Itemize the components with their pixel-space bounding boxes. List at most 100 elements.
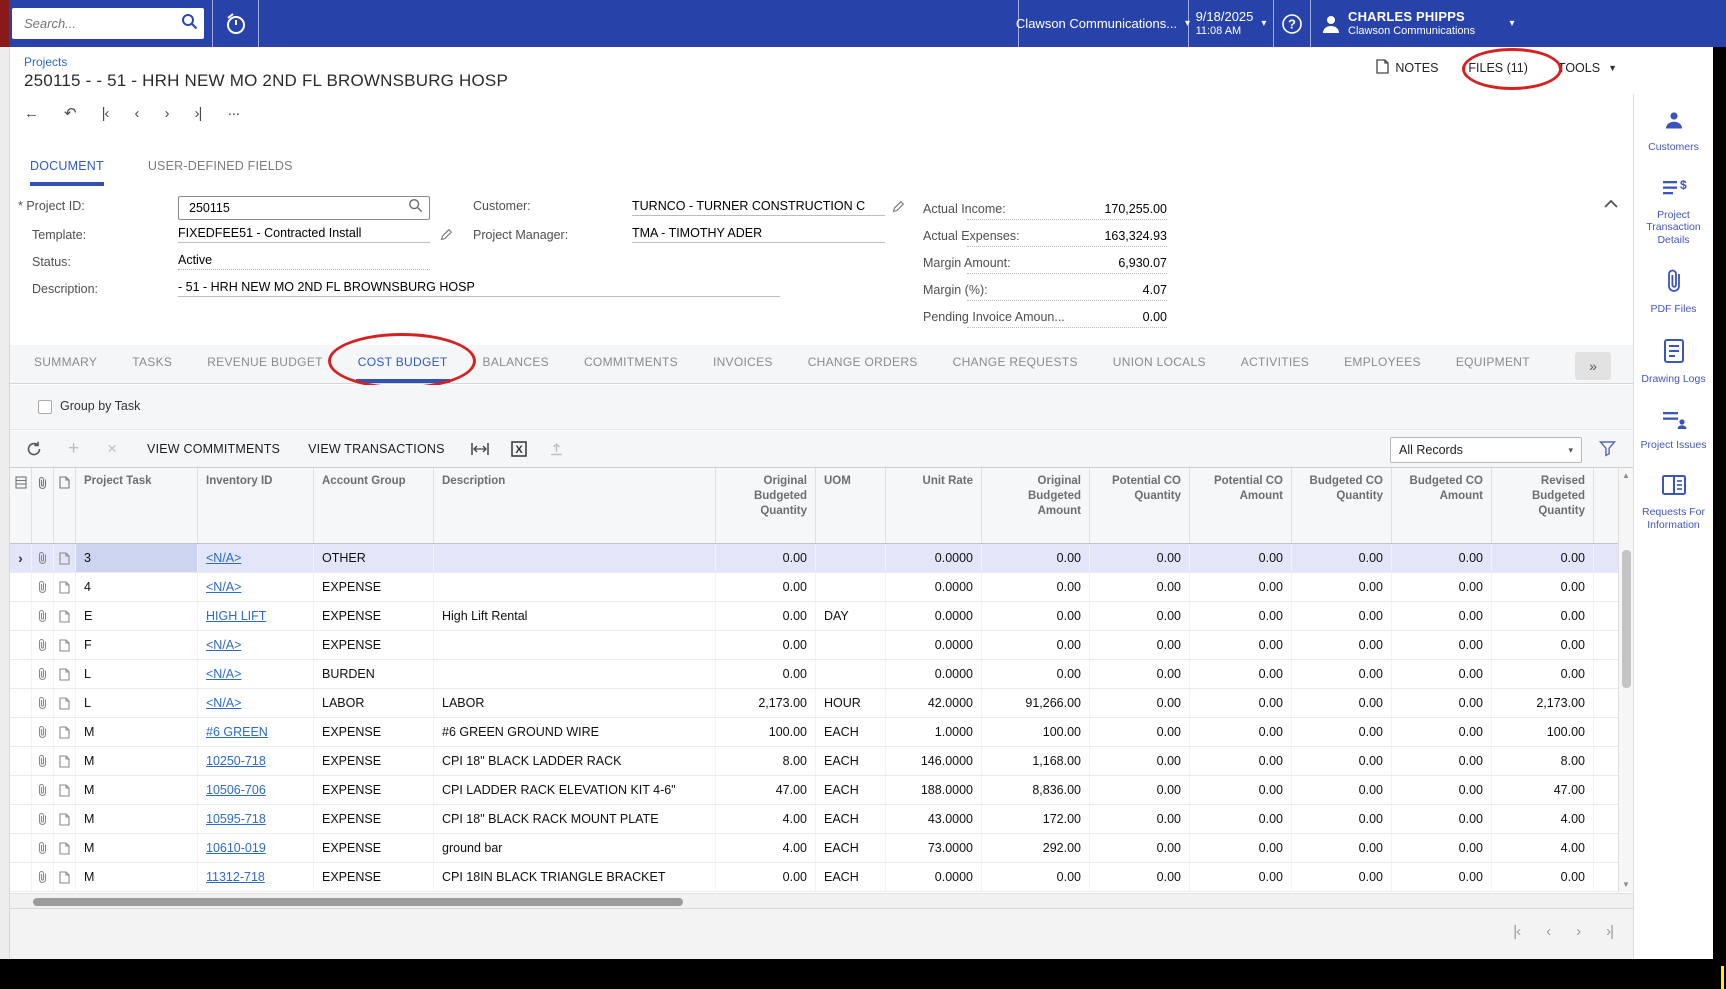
tab-union-locals[interactable]: UNION LOCALS — [1111, 355, 1208, 383]
scroll-up-icon[interactable]: ▲ — [1622, 471, 1630, 480]
grid-horizontal-scrollbar[interactable] — [10, 893, 1633, 908]
user-avatar-icon[interactable] — [1314, 0, 1348, 47]
column-header-original-budgeted-quantity[interactable]: Original Budgeted Quantity — [716, 468, 816, 543]
tab-change-orders[interactable]: CHANGE ORDERS — [806, 355, 920, 383]
inventory-link[interactable]: #6 GREEN — [206, 725, 268, 739]
table-row[interactable]: M#6 GREENEXPENSE#6 GREEN GROUND WIRE100.… — [10, 718, 1618, 747]
view-commitments-button[interactable]: VIEW COMMITMENTS — [147, 442, 280, 456]
view-transactions-button[interactable]: VIEW TRANSACTIONS — [308, 442, 445, 456]
inventory-link[interactable]: HIGH LIFT — [206, 609, 266, 623]
attachment-icon[interactable] — [32, 747, 54, 775]
table-row[interactable]: L<N/A>BURDEN0.000.00000.000.000.000.000.… — [10, 660, 1618, 689]
attachment-icon[interactable] — [32, 689, 54, 717]
next-record-icon[interactable]: › — [164, 105, 168, 122]
sidebar-item-project-transaction-details[interactable]: $Project Transaction Details — [1635, 176, 1713, 247]
upload-icon[interactable] — [549, 442, 564, 457]
row-selector[interactable] — [10, 805, 32, 833]
column-header-budgeted-co-amount[interactable]: Budgeted CO Amount — [1392, 468, 1492, 543]
attachment-icon[interactable] — [32, 834, 54, 862]
table-row[interactable]: M10595-718EXPENSECPI 18" BLACK RACK MOUN… — [10, 805, 1618, 834]
last-record-icon[interactable]: ›| — [194, 105, 201, 122]
edit-pencil-icon[interactable] — [892, 200, 905, 218]
export-to-excel-icon[interactable]: X — [511, 441, 527, 457]
column-header-budgeted-co-quantity[interactable]: Budgeted CO Quantity — [1292, 468, 1392, 543]
customer-value[interactable]: TURNCO - TURNER CONSTRUCTION C — [632, 199, 885, 216]
tab-cost-budget[interactable]: COST BUDGET — [356, 355, 450, 383]
search-input[interactable] — [22, 15, 181, 32]
notes-button[interactable]: NOTES — [1376, 59, 1438, 77]
table-row[interactable]: M10610-019EXPENSEground bar4.00EACH73.00… — [10, 834, 1618, 863]
column-header-potential-co-amount[interactable]: Potential CO Amount — [1190, 468, 1292, 543]
tab-balances[interactable]: BALANCES — [481, 355, 551, 383]
attachment-icon[interactable] — [32, 718, 54, 746]
note-icon[interactable] — [54, 660, 76, 688]
note-icon[interactable] — [54, 602, 76, 630]
row-selector[interactable] — [10, 776, 32, 804]
note-icon[interactable] — [54, 834, 76, 862]
inventory-link[interactable]: 10506-706 — [206, 783, 266, 797]
group-by-task-checkbox[interactable] — [38, 400, 52, 414]
project-id-input[interactable] — [187, 200, 408, 216]
template-value[interactable]: FIXEDFEE51 - Contracted Install — [178, 226, 430, 243]
status-value[interactable]: Active — [178, 253, 430, 270]
tab-commitments[interactable]: COMMITMENTS — [582, 355, 680, 383]
first-record-icon[interactable]: |‹ — [102, 105, 109, 122]
note-icon[interactable] — [54, 805, 76, 833]
attachment-icon[interactable] — [32, 602, 54, 630]
tab-overflow-button[interactable]: » — [1575, 352, 1611, 380]
files-button[interactable]: FILES (11) — [1468, 61, 1528, 75]
sidebar-item-customers[interactable]: Customers — [1635, 108, 1713, 154]
row-selector[interactable] — [10, 747, 32, 775]
project-manager-value[interactable]: TMA - TIMOTHY ADER — [632, 226, 885, 243]
inventory-link[interactable]: <N/A> — [206, 667, 241, 681]
column-header-account-group[interactable]: Account Group — [314, 468, 434, 543]
row-selector[interactable] — [10, 863, 32, 891]
sidebar-item-drawing-logs[interactable]: Drawing Logs — [1635, 338, 1713, 386]
business-date-icon[interactable] — [213, 0, 258, 47]
inventory-link[interactable]: <N/A> — [206, 696, 241, 710]
description-value[interactable]: - 51 - HRH NEW MO 2ND FL BROWNSBURG HOSP — [178, 280, 780, 297]
records-filter-dropdown[interactable]: All Records ▾ — [1390, 437, 1582, 463]
help-button[interactable]: ? — [1274, 0, 1310, 47]
attachment-icon[interactable] — [32, 660, 54, 688]
grid-vertical-scrollbar[interactable]: ▲ ▼ — [1618, 468, 1633, 892]
column-header-description[interactable]: Description — [434, 468, 716, 543]
scroll-down-icon[interactable]: ▼ — [1622, 880, 1630, 889]
column-header-unit-rate[interactable]: Unit Rate — [886, 468, 982, 543]
tab-activities[interactable]: ACTIVITIES — [1239, 355, 1311, 383]
horizontal-scroll-thumb[interactable] — [33, 898, 683, 906]
row-selector[interactable] — [10, 718, 32, 746]
note-icon[interactable] — [54, 718, 76, 746]
column-header-inventory-id[interactable]: Inventory ID — [198, 468, 314, 543]
column-header-potential-co-quantity[interactable]: Potential CO Quantity — [1090, 468, 1190, 543]
row-selector[interactable] — [10, 602, 32, 630]
inventory-link[interactable]: <N/A> — [206, 580, 241, 594]
tools-button[interactable]: TOOLS ▼ — [1558, 61, 1617, 75]
attachment-icon[interactable] — [32, 805, 54, 833]
pager-previous-icon[interactable]: ‹ — [1546, 923, 1550, 940]
delete-row-icon[interactable]: × — [107, 439, 117, 459]
notes-column-icon[interactable] — [54, 468, 76, 543]
pager-next-icon[interactable]: › — [1576, 923, 1580, 940]
tab-revenue-budget[interactable]: REVENUE BUDGET — [205, 355, 325, 383]
attachment-icon[interactable] — [32, 863, 54, 891]
refresh-icon[interactable] — [26, 441, 42, 457]
note-icon[interactable] — [54, 863, 76, 891]
table-row[interactable]: M10506-706EXPENSECPI LADDER RACK ELEVATI… — [10, 776, 1618, 805]
column-header-uom[interactable]: UOM — [816, 468, 886, 543]
vertical-scroll-thumb[interactable] — [1622, 550, 1631, 688]
filter-settings-icon[interactable] — [1599, 440, 1616, 462]
attachments-column-icon[interactable] — [32, 468, 54, 543]
global-search[interactable] — [12, 8, 204, 39]
previous-record-icon[interactable]: ‹ — [134, 105, 138, 122]
tab-user-defined-fields[interactable]: USER-DEFINED FIELDS — [148, 159, 293, 186]
attachment-icon[interactable] — [32, 776, 54, 804]
row-selector[interactable]: › — [10, 544, 32, 572]
table-row[interactable]: ›3<N/A>OTHER0.000.00000.000.000.000.000.… — [10, 544, 1618, 573]
row-selector[interactable] — [10, 660, 32, 688]
inventory-link[interactable]: 10250-718 — [206, 754, 266, 768]
note-icon[interactable] — [54, 631, 76, 659]
table-row[interactable]: EHIGH LIFTEXPENSEHigh Lift Rental0.00DAY… — [10, 602, 1618, 631]
note-icon[interactable] — [54, 776, 76, 804]
pager-last-icon[interactable]: ›| — [1606, 923, 1613, 940]
